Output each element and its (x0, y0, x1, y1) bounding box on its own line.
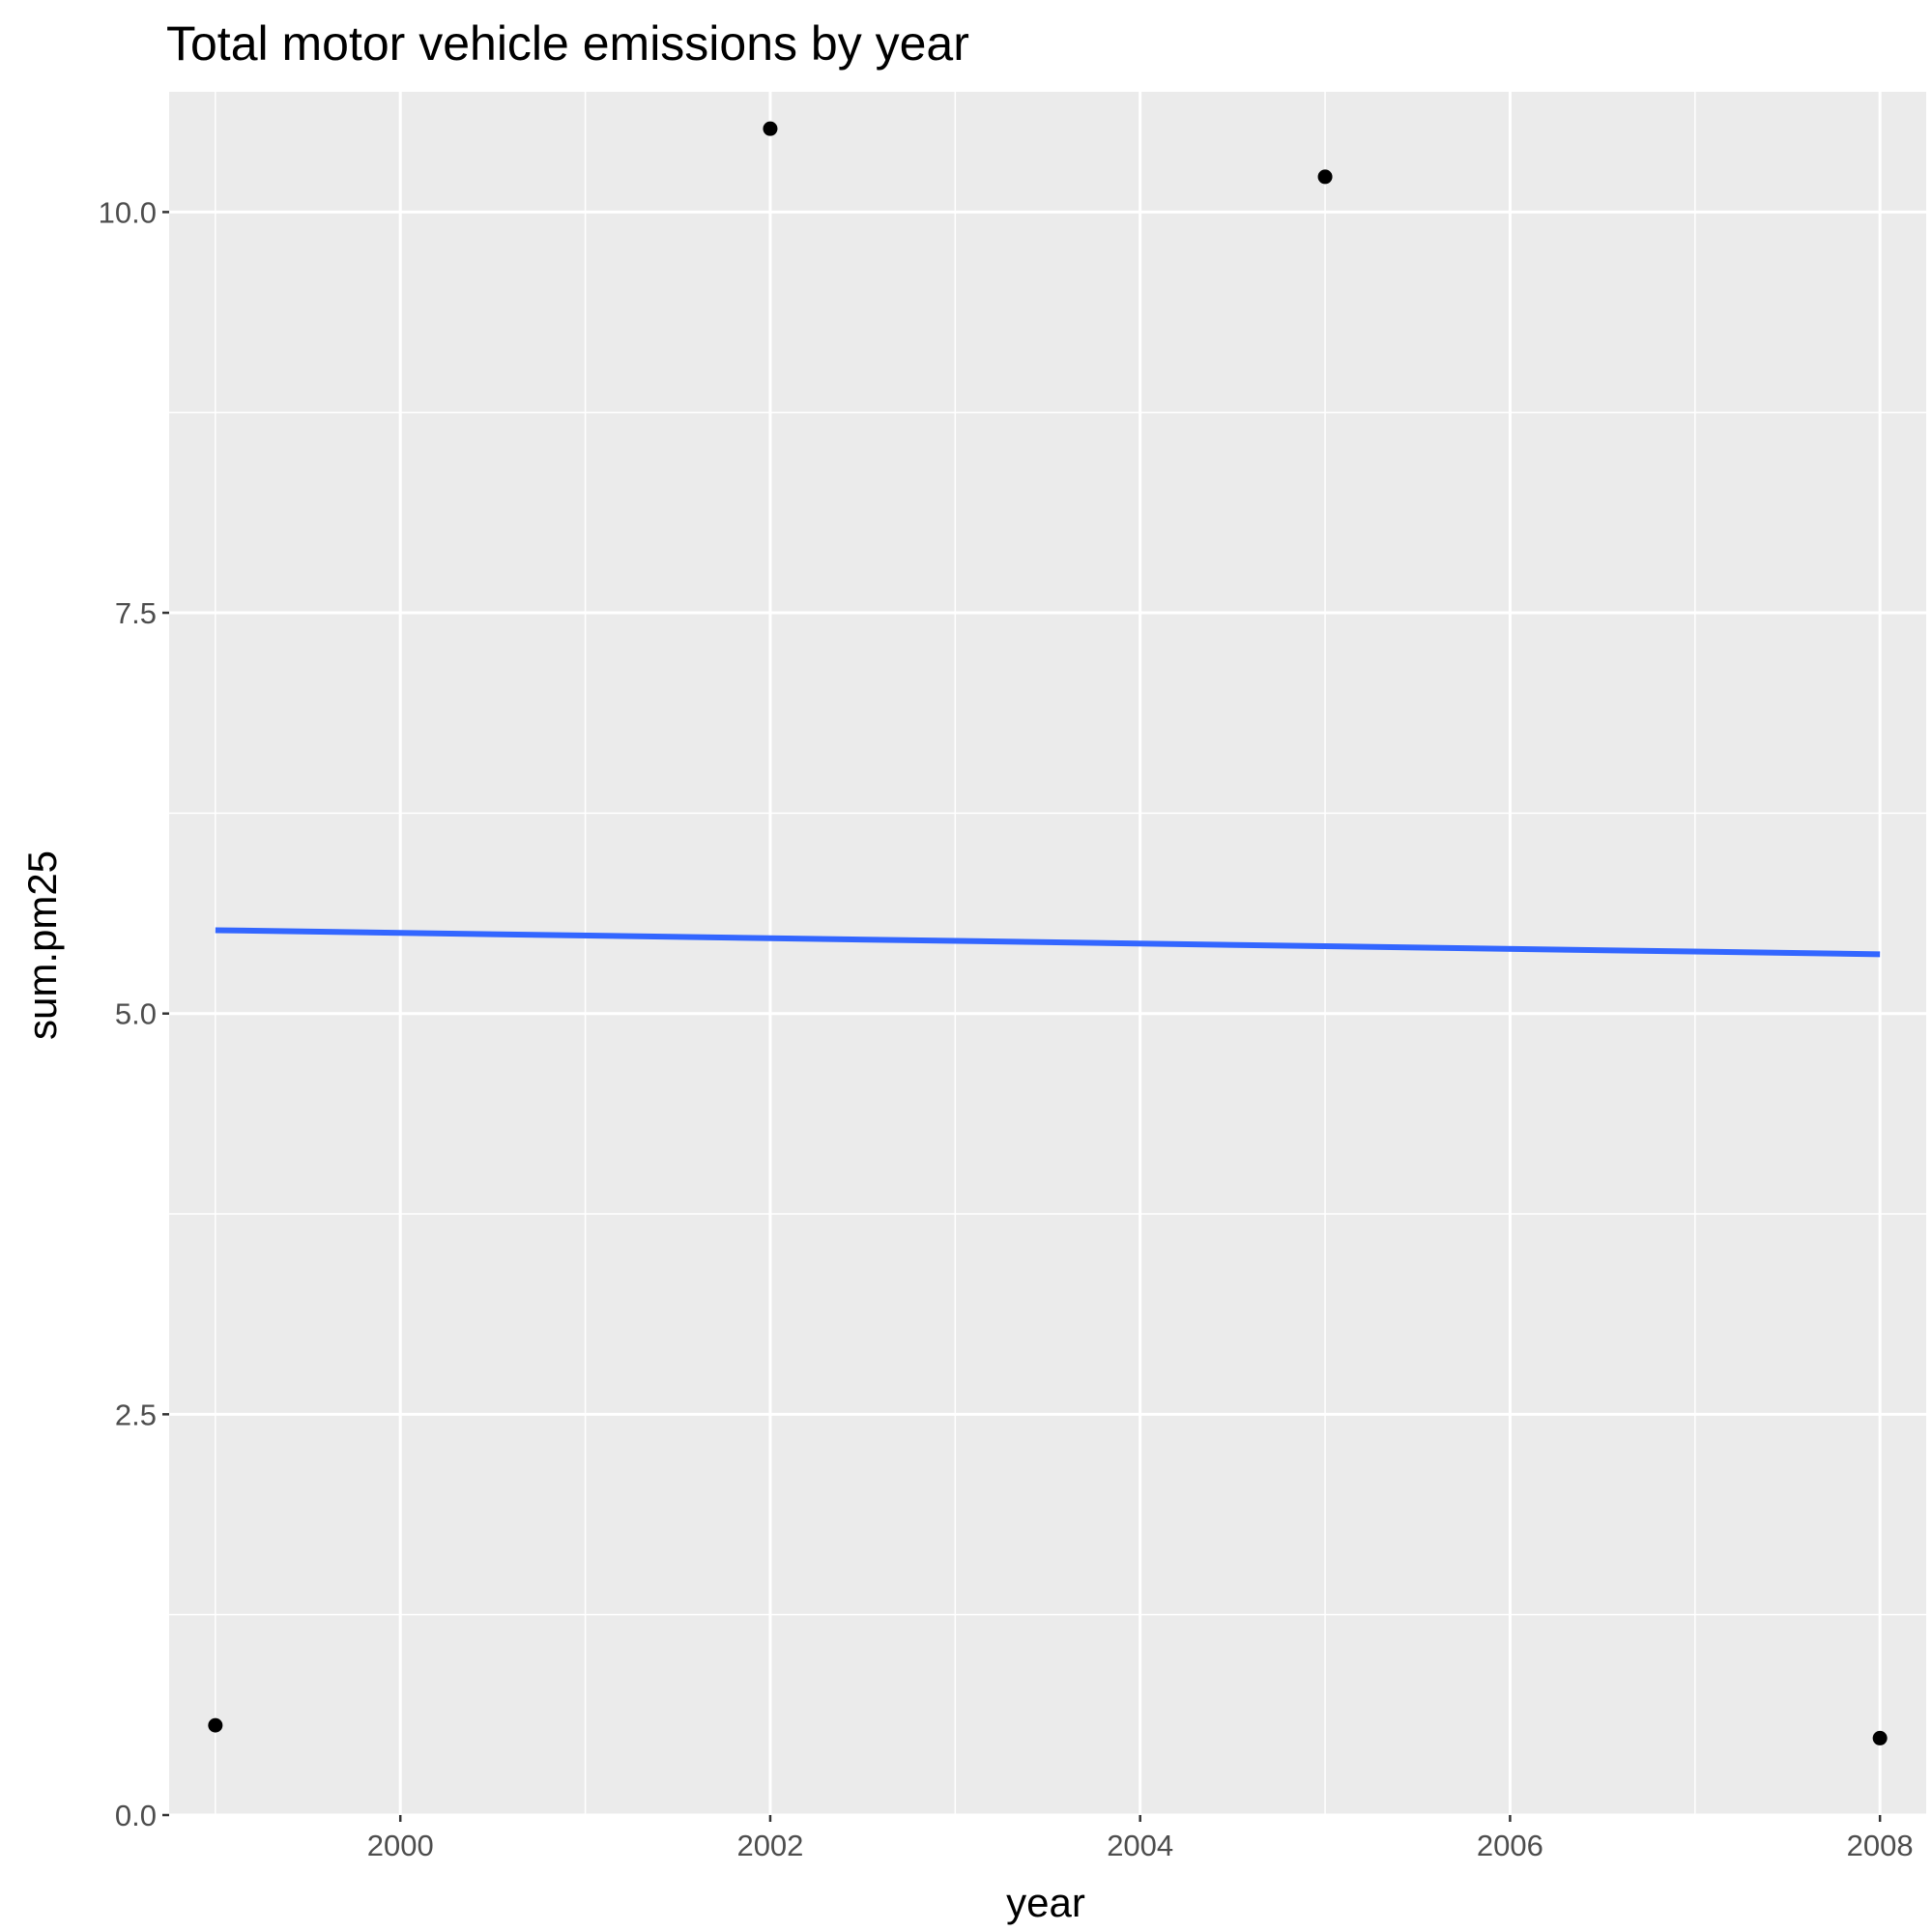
y-tick-label: 2.5 (115, 1398, 157, 1431)
x-axis-title: year (1006, 1880, 1085, 1925)
x-tick-label: 2000 (367, 1829, 434, 1862)
data-point (1872, 1730, 1888, 1745)
y-tick-label: 0.0 (115, 1799, 157, 1832)
data-point (763, 121, 778, 136)
minor-gridlines (169, 92, 1926, 1815)
x-tick-label: 2008 (1847, 1829, 1914, 1862)
y-axis-title: sum.pm25 (19, 851, 65, 1040)
y-axis: 0.0 2.5 5.0 7.5 10.0 (99, 195, 169, 1832)
x-tick-label: 2004 (1107, 1829, 1173, 1862)
y-tick-label: 7.5 (115, 596, 157, 630)
data-point (1317, 169, 1333, 185)
y-tick-label: 10.0 (99, 195, 157, 229)
chart-title: Total motor vehicle emissions by year (166, 16, 969, 71)
x-axis: 2000 2002 2004 2006 2008 (367, 1815, 1914, 1862)
trend-line (215, 927, 1881, 958)
x-tick-label: 2002 (736, 1829, 803, 1862)
points-layer (208, 121, 1888, 1745)
y-tick-label: 5.0 (115, 997, 157, 1031)
data-point (208, 1717, 223, 1733)
x-tick-label: 2006 (1477, 1829, 1543, 1862)
trend-layer (215, 927, 1881, 958)
